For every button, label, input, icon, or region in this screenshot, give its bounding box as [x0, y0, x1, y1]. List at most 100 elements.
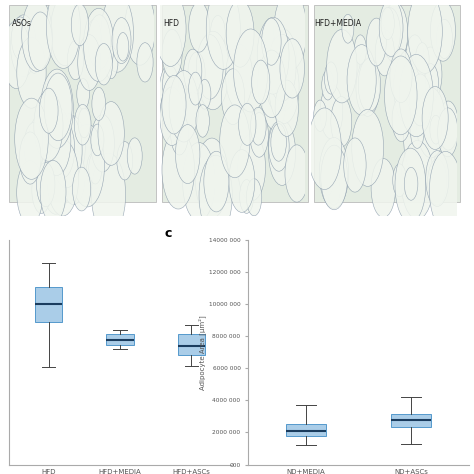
Circle shape — [239, 180, 254, 213]
Circle shape — [328, 175, 340, 205]
Circle shape — [195, 138, 228, 218]
Circle shape — [17, 37, 46, 108]
Circle shape — [125, 0, 155, 65]
Circle shape — [406, 35, 424, 79]
Circle shape — [422, 86, 448, 149]
Circle shape — [347, 45, 376, 115]
Circle shape — [27, 41, 41, 73]
Circle shape — [352, 109, 383, 186]
Y-axis label: Adipocyte Area [μm²]: Adipocyte Area [μm²] — [198, 315, 206, 390]
Text: HFD: HFD — [163, 19, 179, 28]
Bar — [9, 5, 155, 202]
Circle shape — [10, 15, 36, 77]
Circle shape — [322, 70, 334, 100]
Circle shape — [98, 101, 124, 165]
Circle shape — [162, 29, 182, 78]
Circle shape — [258, 50, 286, 118]
Circle shape — [91, 124, 104, 156]
Circle shape — [238, 134, 265, 201]
Circle shape — [73, 167, 91, 211]
Circle shape — [117, 142, 133, 180]
Circle shape — [22, 0, 52, 72]
Circle shape — [77, 79, 90, 109]
Circle shape — [74, 104, 91, 145]
Circle shape — [182, 142, 215, 221]
Circle shape — [197, 31, 229, 110]
Circle shape — [169, 71, 199, 142]
Text: HFD+MEDIA: HFD+MEDIA — [314, 19, 361, 28]
Circle shape — [189, 2, 210, 52]
Circle shape — [171, 112, 188, 155]
Circle shape — [417, 88, 446, 158]
Circle shape — [437, 19, 453, 58]
Circle shape — [285, 145, 309, 202]
Circle shape — [423, 64, 438, 101]
Circle shape — [15, 98, 48, 179]
Circle shape — [257, 17, 289, 94]
Circle shape — [188, 52, 205, 94]
Circle shape — [95, 44, 112, 85]
Circle shape — [371, 158, 395, 218]
Circle shape — [24, 122, 44, 171]
Circle shape — [384, 56, 417, 135]
Circle shape — [87, 152, 102, 189]
Circle shape — [59, 116, 85, 178]
Circle shape — [401, 140, 434, 219]
Circle shape — [50, 119, 74, 178]
Text: ASOs: ASOs — [11, 19, 31, 28]
PathPatch shape — [107, 334, 134, 345]
Circle shape — [184, 49, 202, 93]
Circle shape — [175, 125, 200, 183]
Circle shape — [137, 43, 153, 82]
Circle shape — [42, 147, 70, 214]
Circle shape — [403, 98, 437, 178]
Circle shape — [28, 116, 52, 173]
Circle shape — [275, 80, 299, 137]
Circle shape — [36, 163, 55, 207]
Circle shape — [210, 16, 225, 51]
Circle shape — [358, 58, 381, 112]
Circle shape — [78, 108, 91, 138]
Circle shape — [250, 113, 268, 157]
Circle shape — [246, 179, 262, 216]
Circle shape — [438, 101, 458, 150]
Circle shape — [262, 18, 281, 65]
Circle shape — [252, 60, 270, 104]
Circle shape — [266, 53, 291, 112]
Circle shape — [87, 19, 101, 53]
PathPatch shape — [392, 414, 431, 427]
Circle shape — [162, 130, 194, 209]
Circle shape — [410, 116, 424, 148]
Circle shape — [262, 72, 286, 129]
Circle shape — [206, 0, 240, 69]
Circle shape — [375, 30, 394, 76]
Circle shape — [393, 164, 406, 197]
Circle shape — [162, 75, 186, 134]
Circle shape — [395, 148, 426, 222]
Circle shape — [399, 55, 433, 137]
Circle shape — [270, 29, 297, 93]
Circle shape — [67, 40, 83, 80]
Circle shape — [51, 113, 82, 188]
Circle shape — [321, 145, 347, 210]
Circle shape — [250, 107, 266, 145]
Circle shape — [393, 71, 406, 102]
Circle shape — [381, 8, 394, 40]
Circle shape — [426, 151, 449, 207]
Circle shape — [356, 60, 379, 116]
Circle shape — [269, 122, 284, 161]
Circle shape — [342, 14, 354, 43]
Circle shape — [89, 152, 102, 184]
Circle shape — [83, 8, 114, 82]
Circle shape — [280, 39, 304, 98]
Circle shape — [44, 73, 72, 141]
Circle shape — [429, 151, 462, 229]
Circle shape — [41, 69, 73, 148]
Circle shape — [344, 138, 366, 192]
Circle shape — [189, 72, 202, 105]
Circle shape — [78, 35, 101, 91]
Circle shape — [161, 88, 178, 128]
Circle shape — [46, 0, 81, 68]
Circle shape — [199, 155, 232, 236]
Circle shape — [34, 91, 63, 161]
